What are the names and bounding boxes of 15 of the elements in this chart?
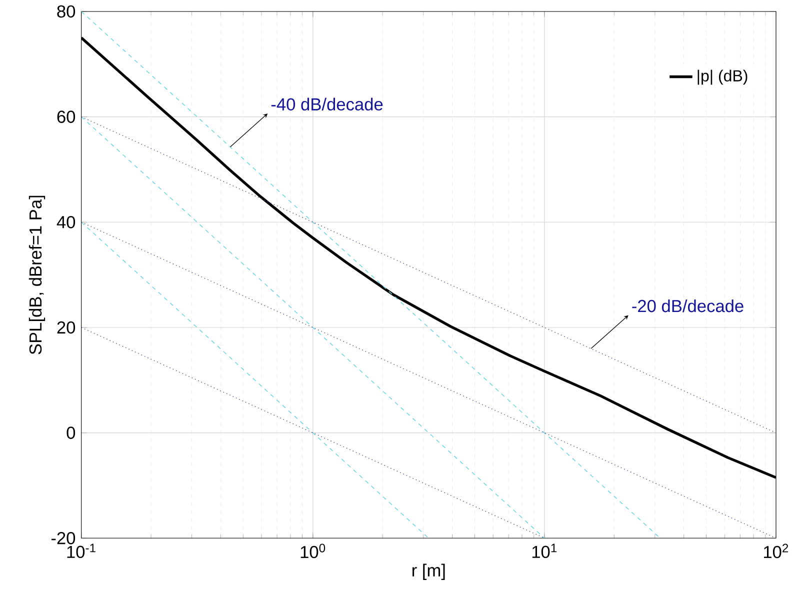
x-tick-label: 10$^{2}$ xyxy=(764,544,788,558)
x-tick-label: 10$^{-1}$ xyxy=(67,544,96,558)
legend-label: |p| (dB) xyxy=(698,70,748,85)
y-tick-label: 40 xyxy=(56,216,76,228)
x-tick-label: 10$^{1}$ xyxy=(532,544,557,558)
annotation: -20 dB/decade xyxy=(632,299,744,312)
x-tick-label: 10$^{0}$ xyxy=(300,544,326,558)
y-tick-label: -20 xyxy=(51,532,76,544)
annotation: -40 dB/decade xyxy=(271,98,383,110)
y-tick-label: 0 xyxy=(66,426,76,439)
x-axis-title: r [m] xyxy=(412,564,445,580)
y-tick-label: 60 xyxy=(57,110,76,123)
y-tick-label: 80 xyxy=(57,5,76,18)
y-axis-title: SPL[dB, dBref=1 Pa] xyxy=(28,196,46,354)
y-tick-label: 20 xyxy=(57,321,76,334)
